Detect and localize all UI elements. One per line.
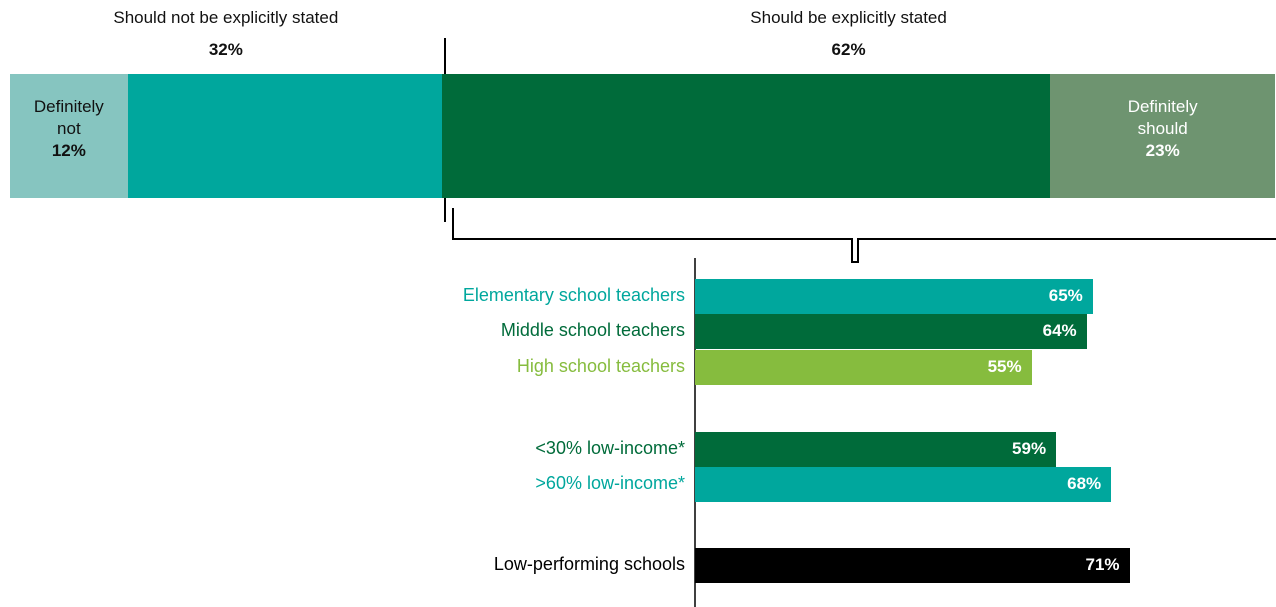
- segment-value: 12%: [51, 141, 86, 160]
- bar: [695, 314, 1087, 349]
- segment-name: Definitely should: [1127, 97, 1198, 138]
- category-label: >60% low-income*: [535, 473, 685, 493]
- segment-label: Definitely not 12%: [10, 96, 128, 162]
- bar-value-label: 65%: [1048, 286, 1083, 305]
- category-label: Elementary school teachers: [462, 285, 685, 305]
- bar-value-label: 64%: [1042, 321, 1077, 340]
- category-label: Low-performing schools: [493, 554, 685, 574]
- category-label: <30% low-income*: [535, 438, 685, 458]
- group-label: Should not be explicitly stated: [113, 8, 339, 27]
- segment: [127, 74, 442, 198]
- segment-value: 23%: [1145, 141, 1180, 160]
- bar: [695, 350, 1032, 385]
- bar: [695, 548, 1130, 583]
- bar-value-label: 71%: [1085, 555, 1120, 574]
- segment: [441, 74, 1050, 198]
- bar-value-label: 55%: [987, 357, 1022, 376]
- category-label: Middle school teachers: [500, 320, 685, 340]
- group-value: 62%: [831, 40, 866, 59]
- segment-label: Definitely should 23%: [1050, 96, 1276, 162]
- bar: [695, 467, 1112, 502]
- bar: [695, 432, 1057, 467]
- bar: [695, 279, 1093, 314]
- category-label: High school teachers: [516, 356, 685, 376]
- group-value: 32%: [208, 40, 243, 59]
- bar-value-label: 59%: [1012, 439, 1047, 458]
- segment: [1049, 74, 1276, 198]
- bracket: [452, 208, 1276, 263]
- group-label: Should be explicitly stated: [750, 8, 947, 27]
- bar-value-label: 68%: [1067, 474, 1102, 493]
- segment-name: Definitely not: [33, 97, 104, 138]
- segment: [10, 74, 128, 198]
